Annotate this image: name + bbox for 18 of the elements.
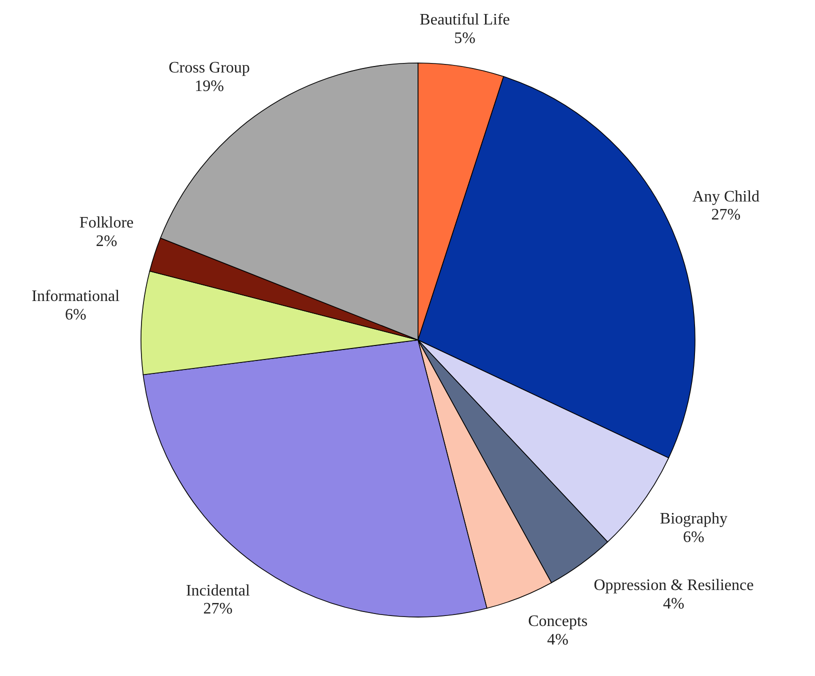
slice-label: Beautiful Life (420, 12, 510, 29)
slice-label: Biography (660, 510, 728, 528)
data-label: 27% (203, 600, 233, 618)
data-label: 19% (194, 78, 224, 96)
slice-label: Informational (32, 288, 120, 306)
data-label: 4% (547, 631, 569, 648)
data-label: 4% (663, 595, 684, 612)
data-label: 5% (454, 30, 476, 48)
data-label: 6% (683, 529, 704, 546)
slice-label: Incidental (186, 582, 250, 600)
slice-label: Folklore (79, 214, 134, 232)
slice-label: Any Child (692, 188, 760, 206)
data-label: 2% (96, 233, 118, 250)
slice-label: Concepts (528, 613, 588, 630)
data-label: 27% (711, 206, 741, 224)
slice-label: Cross Group (168, 60, 250, 77)
data-label: 6% (64, 306, 86, 324)
slice-label: Oppression & Resilience (594, 576, 754, 594)
